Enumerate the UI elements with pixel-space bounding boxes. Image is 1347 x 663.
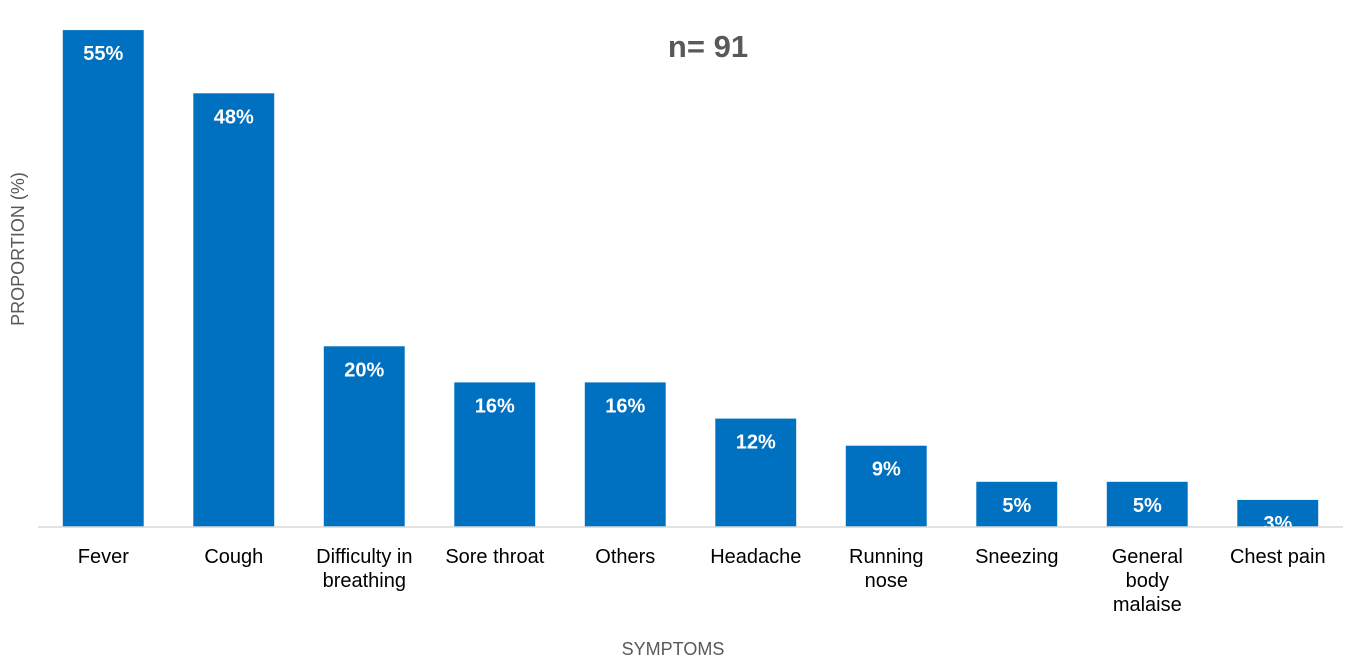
bar [976, 481, 1058, 527]
x-tick-label: Cough [204, 546, 263, 568]
bar-value-label: 16% [475, 395, 515, 417]
bar-value-label: 5% [1002, 495, 1031, 517]
x-tick-label: Chest pain [1230, 546, 1326, 568]
x-tick-label: Fever [78, 546, 129, 568]
bar [1106, 481, 1188, 527]
y-axis-title: PROPORTION (%) [8, 172, 28, 326]
bar-value-label: 12% [736, 432, 776, 454]
bar [845, 445, 927, 527]
bar [715, 418, 797, 527]
x-tick-label: Headache [710, 546, 801, 568]
bar [454, 382, 536, 527]
bar-value-label: 9% [872, 459, 901, 481]
bar [193, 93, 275, 528]
bar [323, 346, 405, 527]
bar [1237, 499, 1319, 527]
x-tick-label: General body malaise [1112, 546, 1183, 616]
category-labels: Fever Cough Difficulty in breathing Sore thr… [78, 546, 1326, 616]
bar-value-label: 48% [214, 106, 254, 128]
bar [584, 382, 666, 527]
bar-value-label: 55% [83, 43, 123, 65]
sample-size-annotation: n= 91 [668, 29, 748, 64]
x-tick-label: Difficulty in breathing [316, 546, 412, 592]
bar-value-label: 20% [344, 359, 384, 381]
bar [62, 30, 144, 527]
bar-value-label: 16% [605, 395, 645, 417]
x-tick-label: Sore throat [445, 546, 544, 568]
bar-value-label: 3% [1263, 513, 1292, 535]
bars-layer: 55% 48% 20% 16% 16% 12% 9% 5% 5% 3% [62, 30, 1319, 535]
x-tick-label: Sneezing [975, 546, 1058, 568]
bar-value-label: 5% [1133, 495, 1162, 517]
x-tick-label: Running nose [849, 546, 924, 592]
x-tick-label: Others [595, 546, 655, 568]
x-axis-title: SYMPTOMS [622, 639, 725, 658]
